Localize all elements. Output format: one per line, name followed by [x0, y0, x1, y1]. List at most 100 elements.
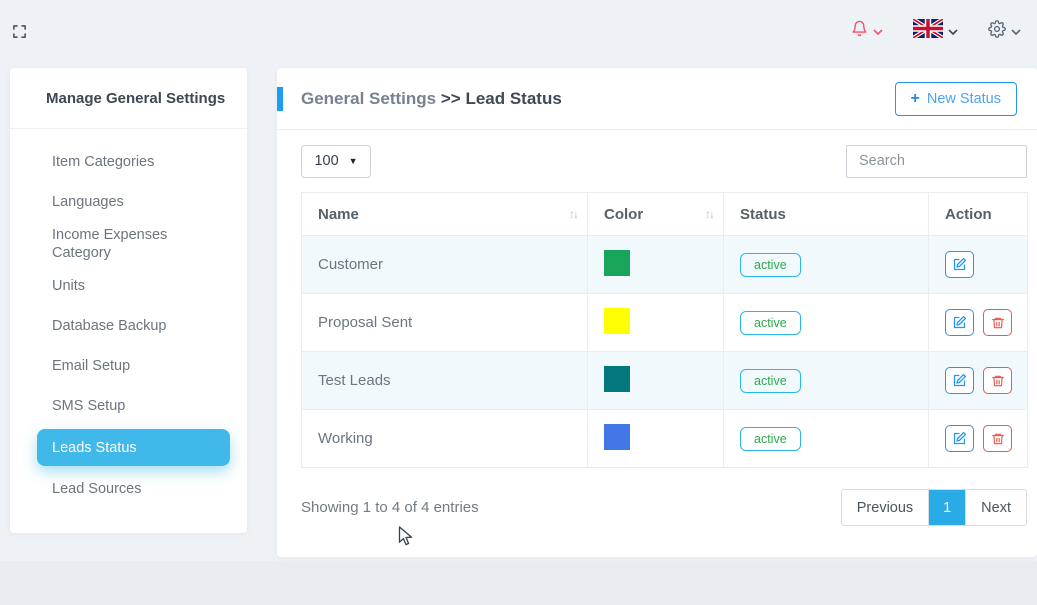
- chevron-down-icon: [873, 22, 883, 40]
- row-name: Test Leads: [318, 372, 391, 389]
- sidebar-item-sms-setup[interactable]: SMS Setup: [52, 398, 126, 415]
- page-length-select[interactable]: 100 ▼: [301, 144, 371, 178]
- trash-icon: [991, 375, 1004, 386]
- topbar-actions: [851, 17, 1021, 43]
- status-cell: active: [723, 351, 929, 410]
- sidebar-item-email-setup[interactable]: Email Setup: [52, 358, 131, 375]
- sidebar-item-income-expenses-category[interactable]: Income Expenses Category: [52, 227, 168, 262]
- action-cell: [928, 409, 1028, 468]
- color-cell: [587, 235, 724, 294]
- delete-button[interactable]: [983, 309, 1012, 336]
- sidebar-item-units[interactable]: Units: [52, 278, 86, 295]
- edit-button[interactable]: [945, 367, 974, 394]
- column-header-color[interactable]: Color ↑↓: [587, 192, 724, 236]
- table-toolbar: 100 ▼: [277, 130, 1037, 192]
- pagination-next[interactable]: Next: [965, 490, 1026, 525]
- table-area: Name ↑↓ Color ↑↓ Status Action Customer …: [277, 192, 1037, 526]
- search-input[interactable]: [846, 144, 1027, 178]
- action-cell: [928, 293, 1028, 352]
- breadcrumb: General Settings >> Lead Status: [301, 89, 562, 109]
- sidebar-item-leads-status[interactable]: Leads Status: [37, 429, 230, 467]
- edit-button[interactable]: [945, 425, 974, 452]
- column-header-action: Action: [928, 192, 1028, 236]
- panel-header: General Settings >> Lead Status + New St…: [277, 68, 1037, 130]
- topbar: [0, 0, 1037, 62]
- pagination-page-1[interactable]: 1: [928, 490, 966, 525]
- gear-icon: [988, 19, 1006, 43]
- breadcrumb-separator: >>: [440, 88, 461, 108]
- settings-menu[interactable]: [988, 19, 1021, 43]
- fullscreen-icon[interactable]: [12, 22, 30, 40]
- plus-icon: +: [910, 89, 920, 107]
- table-header-row: Name ↑↓ Color ↑↓ Status Action: [301, 192, 1028, 236]
- table-row: Test Leads active: [301, 351, 1028, 410]
- action-cell: [928, 235, 1028, 294]
- select-caret-icon: ▼: [348, 156, 358, 166]
- table-body: Customer active Proposal Sent active: [301, 235, 1028, 468]
- color-cell: [587, 409, 724, 468]
- color-swatch: [604, 307, 630, 334]
- trash-icon: [991, 317, 1004, 328]
- pagination: Previous 1 Next: [840, 489, 1027, 526]
- status-badge: active: [740, 252, 801, 277]
- action-cell: [928, 351, 1028, 410]
- chevron-down-icon: [1011, 22, 1021, 40]
- language-menu[interactable]: [911, 17, 958, 43]
- color-swatch: [604, 365, 630, 392]
- sidebar-menu: Item Categories Languages Income Expense…: [10, 129, 247, 509]
- color-swatch: [604, 249, 630, 276]
- column-header-status: Status: [723, 192, 929, 236]
- table-row: Working active: [301, 409, 1028, 468]
- accent-bar: [277, 87, 283, 111]
- lead-status-panel: General Settings >> Lead Status + New St…: [277, 68, 1037, 557]
- page-length-value: 100: [314, 153, 339, 169]
- column-header-name[interactable]: Name ↑↓: [301, 192, 588, 236]
- row-name: Proposal Sent: [318, 314, 413, 331]
- sort-icon[interactable]: ↑↓: [569, 207, 579, 221]
- entries-info: Showing 1 to 4 of 4 entries: [301, 499, 479, 516]
- page-footer-band: [0, 561, 1037, 605]
- sidebar-title: Manage General Settings: [10, 68, 247, 129]
- delete-button[interactable]: [983, 425, 1012, 452]
- color-cell: [587, 351, 724, 410]
- uk-flag-icon: [911, 17, 945, 43]
- status-badge: active: [740, 368, 801, 393]
- sidebar-item-database-backup[interactable]: Database Backup: [52, 318, 167, 335]
- sort-icon[interactable]: ↑↓: [705, 207, 715, 221]
- active-item-pill: Leads Status: [37, 429, 230, 467]
- lead-status-table: Name ↑↓ Color ↑↓ Status Action Customer …: [301, 192, 1028, 468]
- new-status-label: New Status: [926, 90, 1001, 107]
- edit-icon: [953, 431, 967, 445]
- edit-button[interactable]: [945, 251, 974, 278]
- sidebar-item-languages[interactable]: Languages: [52, 193, 124, 210]
- delete-button[interactable]: [983, 367, 1012, 394]
- sidebar-item-item-categories[interactable]: Item Categories: [52, 153, 155, 170]
- edit-icon: [953, 257, 967, 271]
- status-badge: active: [740, 310, 801, 335]
- name-cell: Working: [301, 409, 588, 468]
- status-cell: active: [723, 293, 929, 352]
- color-swatch: [604, 423, 630, 450]
- name-cell: Customer: [301, 235, 588, 294]
- pagination-previous[interactable]: Previous: [856, 499, 914, 516]
- table-row: Proposal Sent active: [301, 293, 1028, 352]
- edit-icon: [953, 373, 967, 387]
- status-cell: active: [723, 235, 929, 294]
- name-cell: Test Leads: [301, 351, 588, 410]
- settings-sidebar: Manage General Settings Item Categories …: [10, 68, 247, 533]
- edit-button[interactable]: [945, 309, 974, 336]
- bell-icon: [851, 20, 868, 42]
- breadcrumb-section: General Settings: [301, 88, 437, 108]
- page-title: Lead Status: [465, 88, 562, 108]
- edit-icon: [953, 315, 967, 329]
- trash-icon: [991, 433, 1004, 444]
- row-name: Customer: [318, 256, 384, 273]
- notifications-menu[interactable]: [851, 20, 883, 42]
- name-cell: Proposal Sent: [301, 293, 588, 352]
- status-cell: active: [723, 409, 929, 468]
- chevron-down-icon: [948, 22, 958, 40]
- table-footer: Showing 1 to 4 of 4 entries Previous 1 N…: [301, 489, 1027, 526]
- new-status-button[interactable]: + New Status: [894, 81, 1017, 116]
- row-name: Working: [318, 430, 373, 447]
- sidebar-item-lead-sources[interactable]: Lead Sources: [52, 481, 142, 498]
